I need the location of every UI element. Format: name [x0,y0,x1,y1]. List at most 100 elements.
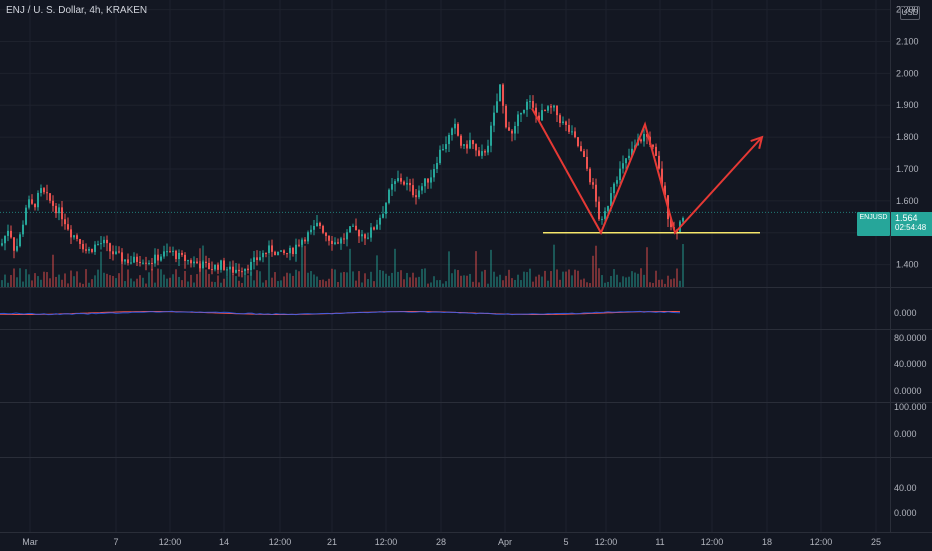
pane-separator[interactable] [0,287,932,288]
chart-title[interactable]: ENJ / U. S. Dollar, 4h, KRAKEN [6,5,148,16]
volume-bar [91,279,93,287]
time-tick-label: 12:00 [375,537,398,547]
candle-body [208,262,210,270]
volume-bar [577,270,579,287]
volume-bar [646,247,648,287]
volume-bar [433,276,435,287]
candle-body [103,239,105,244]
candle-body [421,186,423,191]
volume-bar [196,274,198,287]
volume-bar [562,271,564,287]
volume-bar [250,271,252,287]
candle-body [556,105,558,116]
candle-body [61,207,63,220]
currency-badge[interactable]: USD [900,6,920,20]
candle-body [373,227,375,230]
volume-bar [106,273,108,287]
volume-bar [274,272,276,287]
candle-body [322,225,324,233]
candle-body [133,256,135,263]
candle-body [541,110,543,121]
candle-body [448,134,450,145]
candle-body [193,261,195,264]
volume-bar [19,268,21,287]
candle-body [16,246,18,251]
candle-body [250,261,252,271]
candle-body [427,178,429,183]
volume-bar [16,277,18,287]
volume-bar [145,283,147,287]
candle-body [670,219,672,228]
candle-body [286,253,288,255]
volume-bar [190,274,192,287]
candle-body [94,244,96,252]
volume-bar [130,278,132,287]
volume-bar [334,269,336,287]
candle-body [343,238,345,240]
volume-bar [376,255,378,287]
candle-body [184,254,186,261]
indicator-panes: 0.000 80.0000 40.0000 0.0000 100.000 0.000 40.… [0,308,927,518]
volume-bar [613,269,615,287]
candle-body [415,195,417,198]
candle-body [532,101,534,108]
volume-bar [349,248,351,287]
candle-body [490,125,492,146]
volume-bar [355,280,357,287]
candle-body [355,225,357,231]
candle-body [241,271,243,273]
volume-bar [139,275,141,287]
volume-bar [67,283,69,287]
volume-bar [280,280,282,287]
symbol-label: ENJUSD [859,214,888,221]
candle-body [487,145,489,153]
candle-body [514,126,516,134]
candle-body [403,181,405,185]
time-tick-label: 12:00 [595,537,618,547]
candle-body [67,224,69,230]
volume-bar [283,276,285,287]
candle-body [613,183,615,194]
volume-bar [565,271,567,287]
volume-bar [559,279,561,287]
volume-bar [61,279,63,287]
candle-body [595,184,597,202]
candle-body [88,248,90,251]
candle-body [631,148,633,156]
volume-bar [379,270,381,287]
candle-body [601,218,603,220]
candle-body [538,115,540,121]
candle-body [385,202,387,214]
time-tick-label: 25 [871,537,881,547]
time-tick-label: Apr [498,537,512,547]
drawings[interactable] [531,107,764,236]
pane-separator[interactable] [0,329,932,330]
time-axis[interactable] [0,532,932,551]
candle-body [391,184,393,190]
candle-body [52,200,54,206]
volume-bar [301,244,303,287]
candle-body [13,237,15,251]
volume-bar [136,278,138,287]
volume-bar [610,276,612,287]
candle-body [118,251,120,253]
volume-bar [238,280,240,287]
candle-body [454,123,456,129]
candle-body [481,151,483,156]
candle-body [283,250,285,254]
volume-bar [253,280,255,287]
candle-body [49,193,51,201]
time-tick-label: 12:00 [269,537,292,547]
pane-separator[interactable] [0,402,932,403]
volume-bar [25,269,27,287]
volume-bar [64,273,66,287]
candle-body [265,252,267,254]
pane-separator[interactable] [0,457,932,458]
volume-bar [592,255,594,287]
volume-bar [82,283,84,287]
candle-body [388,189,390,203]
volume-bar [664,283,666,287]
volume-bar [547,280,549,287]
volume-bar [439,280,441,287]
